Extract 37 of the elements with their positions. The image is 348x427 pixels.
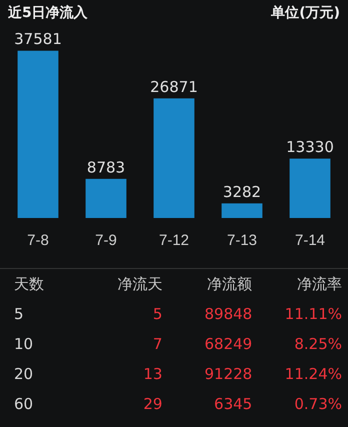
text: 20 xyxy=(14,365,34,383)
data-label: 37581 xyxy=(14,30,62,48)
text: 13 xyxy=(143,365,162,383)
chart-subtitle: 单位(万元) xyxy=(271,4,340,22)
x-tick-label: 7-13 xyxy=(226,232,258,250)
data-label: 13330 xyxy=(286,138,334,156)
x-tick-label: 7-9 xyxy=(95,232,117,250)
x-tick-label: 7-14 xyxy=(294,232,326,250)
text: 7 xyxy=(152,335,162,353)
category-label: 净流额 xyxy=(206,274,254,294)
text: 60 xyxy=(14,395,34,413)
data-label: 8783 xyxy=(86,158,126,176)
text: 89848 xyxy=(204,305,252,323)
bar xyxy=(18,50,58,218)
bar xyxy=(154,98,194,218)
data-label: 3282 xyxy=(222,182,262,201)
text: 29 xyxy=(143,395,162,413)
x-tick-label: 7-8 xyxy=(27,232,49,250)
text: 10 xyxy=(14,335,34,353)
bar xyxy=(222,203,262,218)
category-label: 净流率 xyxy=(296,274,343,294)
x-tick-label: 7-12 xyxy=(158,232,190,250)
text: 11.11% xyxy=(284,305,342,323)
text: 91228 xyxy=(204,365,252,383)
category-label: 天数 xyxy=(13,274,45,294)
text: 6345 xyxy=(214,395,252,413)
text: 68249 xyxy=(204,335,252,353)
text: 5 xyxy=(14,305,24,323)
text: 5 xyxy=(152,305,162,323)
bar xyxy=(290,158,330,218)
chart-title: 近5日净流入 xyxy=(8,4,88,22)
bar xyxy=(86,178,126,218)
category-label: 净流天 xyxy=(116,274,164,294)
text: 8.25% xyxy=(294,335,342,353)
text: 11.24% xyxy=(284,365,342,383)
data-label: 26871 xyxy=(150,78,198,96)
text: 0.73% xyxy=(294,395,342,413)
